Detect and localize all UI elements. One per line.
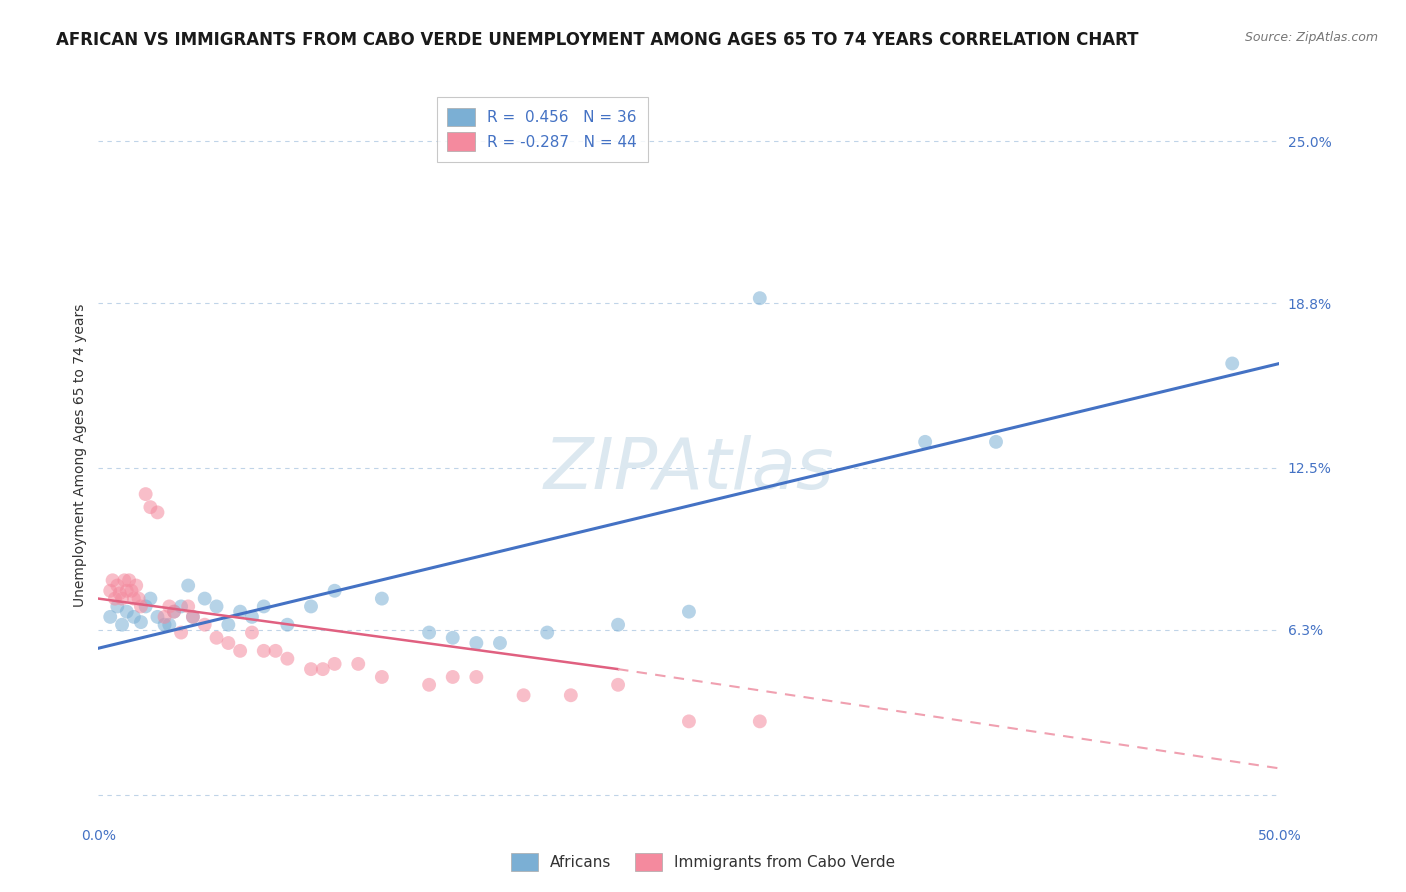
Point — [1220, 356, 1243, 371]
Point — [122, 610, 145, 624]
Text: ZIPAtlas: ZIPAtlas — [544, 435, 834, 504]
Point — [914, 434, 936, 449]
Point — [135, 599, 157, 614]
Point — [170, 625, 193, 640]
Point — [177, 578, 200, 592]
Point — [121, 583, 143, 598]
Point — [323, 657, 346, 671]
Point — [678, 605, 700, 619]
Point — [205, 599, 228, 614]
Point — [177, 599, 200, 614]
Point — [312, 662, 335, 676]
Point — [129, 615, 152, 629]
Point — [170, 599, 193, 614]
Point — [157, 617, 180, 632]
Point — [115, 583, 138, 598]
Y-axis label: Unemployment Among Ages 65 to 74 years: Unemployment Among Ages 65 to 74 years — [73, 303, 87, 607]
Point — [157, 599, 180, 614]
Point — [253, 599, 276, 614]
Point — [253, 644, 276, 658]
Point — [418, 625, 440, 640]
Point — [276, 617, 298, 632]
Point — [465, 670, 488, 684]
Point — [489, 636, 512, 650]
Point — [112, 574, 135, 588]
Text: Source: ZipAtlas.com: Source: ZipAtlas.com — [1244, 31, 1378, 45]
Point — [122, 591, 145, 606]
Point — [748, 714, 770, 729]
Point — [205, 631, 228, 645]
Text: AFRICAN VS IMMIGRANTS FROM CABO VERDE UNEMPLOYMENT AMONG AGES 65 TO 74 YEARS COR: AFRICAN VS IMMIGRANTS FROM CABO VERDE UN… — [56, 31, 1139, 49]
Point — [146, 610, 169, 624]
Point — [139, 591, 162, 606]
Point — [560, 688, 582, 702]
Point — [418, 678, 440, 692]
Point — [323, 583, 346, 598]
Point — [118, 574, 141, 588]
Point — [181, 610, 204, 624]
Point — [101, 574, 124, 588]
Point — [748, 291, 770, 305]
Point — [240, 625, 263, 640]
Point — [111, 591, 134, 606]
Point — [153, 610, 176, 624]
Point — [984, 434, 1007, 449]
Point — [371, 670, 394, 684]
Point — [139, 500, 162, 515]
Point — [98, 610, 121, 624]
Point — [229, 644, 252, 658]
Point — [105, 578, 128, 592]
Point — [217, 636, 239, 650]
Point — [441, 670, 464, 684]
Point — [181, 610, 204, 624]
Point — [115, 605, 138, 619]
Point — [536, 625, 558, 640]
Point — [607, 678, 630, 692]
Point — [163, 605, 186, 619]
Point — [153, 617, 176, 632]
Point — [299, 662, 322, 676]
Point — [108, 586, 131, 600]
Point — [163, 605, 186, 619]
Point — [125, 578, 148, 592]
Point — [146, 505, 169, 519]
Point — [240, 610, 263, 624]
Point — [276, 651, 298, 665]
Point — [347, 657, 370, 671]
Point — [299, 599, 322, 614]
Point — [194, 617, 217, 632]
Point — [128, 591, 150, 606]
Point — [105, 599, 128, 614]
Point — [217, 617, 239, 632]
Point — [465, 636, 488, 650]
Point — [104, 591, 127, 606]
Point — [607, 617, 630, 632]
Point — [441, 631, 464, 645]
Point — [111, 617, 134, 632]
Point — [229, 605, 252, 619]
Point — [129, 599, 152, 614]
Point — [678, 714, 700, 729]
Point — [194, 591, 217, 606]
Point — [264, 644, 287, 658]
Legend: Africans, Immigrants from Cabo Verde: Africans, Immigrants from Cabo Verde — [503, 845, 903, 879]
Point — [135, 487, 157, 501]
Legend: R =  0.456   N = 36, R = -0.287   N = 44: R = 0.456 N = 36, R = -0.287 N = 44 — [437, 97, 648, 161]
Point — [371, 591, 394, 606]
Point — [98, 583, 121, 598]
Point — [512, 688, 534, 702]
